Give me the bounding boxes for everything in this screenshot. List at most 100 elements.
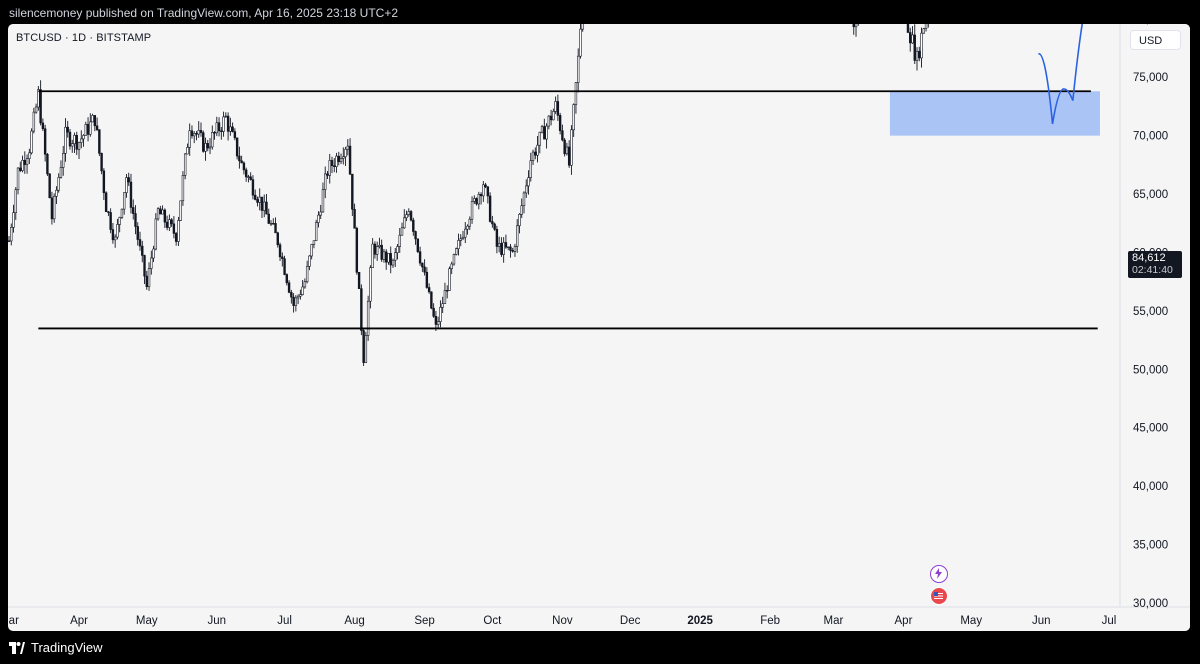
candle-58 — [138, 231, 142, 251]
candle-400 — [911, 26, 914, 44]
candle-82 — [193, 131, 196, 144]
candle-245 — [561, 124, 564, 142]
currency-button[interactable]: USD — [1130, 30, 1181, 50]
candle-166 — [382, 248, 386, 263]
candle-197 — [452, 253, 456, 266]
chart-frame[interactable]: 30,00035,00040,00045,00050,00055,00060,0… — [8, 24, 1190, 631]
candle-34 — [84, 121, 87, 136]
us-flag-event-icon[interactable] — [930, 587, 948, 605]
candle-375 — [854, 24, 858, 37]
candle-133 — [308, 255, 311, 271]
candle-108 — [251, 175, 255, 200]
candle-111 — [258, 188, 261, 211]
y-tick-label: 70,000 — [1133, 131, 1168, 143]
candle-135 — [312, 240, 316, 249]
candle-215 — [493, 222, 496, 231]
candle-147 — [339, 153, 343, 164]
x-tick-label: Jul — [1102, 615, 1117, 627]
candle-3 — [14, 187, 17, 220]
candle-5 — [19, 161, 22, 173]
candle-190 — [436, 316, 440, 329]
candle-78 — [183, 152, 187, 180]
candle-45 — [109, 208, 112, 234]
candle-187 — [430, 291, 433, 310]
candle-91 — [213, 131, 216, 140]
candle-106 — [247, 174, 250, 183]
x-tick-label: Jul — [277, 615, 292, 627]
candle-35 — [86, 117, 90, 142]
candle-148 — [342, 147, 345, 165]
candle-90 — [211, 125, 214, 150]
candle-202 — [464, 222, 467, 244]
candle-8 — [25, 154, 29, 174]
candle-212 — [486, 186, 490, 204]
candle-32 — [80, 130, 83, 149]
candle-163 — [375, 241, 379, 261]
candle-158 — [364, 331, 368, 363]
candle-220 — [504, 234, 508, 249]
x-tick-label: Dec — [620, 615, 641, 627]
candle-186 — [427, 283, 431, 294]
x-tick-label: 2025 — [687, 615, 713, 627]
price-axis-bg — [1120, 24, 1190, 631]
candle-56 — [134, 205, 137, 235]
candle-54 — [129, 173, 133, 214]
candle-44 — [107, 210, 110, 217]
candle-70 — [165, 215, 169, 231]
candle-206 — [473, 195, 476, 204]
candle-25 — [64, 118, 67, 162]
candle-225 — [516, 219, 519, 253]
candle-86 — [202, 130, 205, 153]
candle-204 — [468, 216, 471, 231]
candle-103 — [240, 155, 243, 164]
x-axis[interactable]: Mar Apr May Jun Jul Aug Sep Oct Nov Dec 2025 Feb Mar… — [8, 615, 1116, 627]
y-tick-label: 50,000 — [1133, 364, 1168, 376]
candle-199 — [457, 233, 460, 256]
last-price-value: 84,612 — [1132, 252, 1166, 264]
candle-175 — [403, 209, 406, 229]
candle-85 — [199, 122, 203, 137]
y-tick-label: 75,000 — [1133, 72, 1168, 84]
candle-141 — [326, 171, 329, 179]
candle-57 — [136, 222, 139, 246]
candle-140 — [324, 166, 327, 199]
lightning-event-icon[interactable] — [930, 565, 948, 583]
candle-240 — [549, 109, 553, 126]
x-tick-label: Feb — [760, 615, 780, 627]
tradingview-logo-icon — [9, 641, 25, 654]
candle-125 — [290, 289, 293, 304]
footer: TradingView — [0, 631, 1200, 664]
candle-241 — [552, 108, 555, 121]
candle-173 — [398, 228, 401, 253]
candle-170 — [391, 258, 395, 268]
candle-59 — [141, 240, 144, 263]
candle-143 — [330, 156, 334, 174]
x-tick-label: Sep — [414, 615, 434, 627]
candle-100 — [233, 128, 237, 141]
candle-14 — [39, 80, 42, 126]
candle-193 — [443, 282, 447, 304]
y-axis[interactable]: 30,00035,00040,00045,00050,00055,00060,0… — [1133, 24, 1175, 610]
candle-151 — [348, 138, 352, 176]
candle-250 — [572, 103, 575, 137]
candle-129 — [299, 289, 302, 300]
candle-214 — [491, 215, 494, 228]
candle-72 — [170, 218, 173, 227]
candle-38 — [93, 115, 97, 132]
candle-239 — [547, 115, 551, 130]
candle-122 — [283, 255, 286, 276]
candle-196 — [450, 261, 453, 275]
candle-210 — [482, 181, 485, 202]
candle-115 — [267, 208, 270, 224]
candle-252 — [576, 48, 580, 93]
candle-12 — [34, 103, 38, 114]
candle-112 — [260, 196, 264, 219]
candle-26 — [66, 120, 69, 138]
candle-46 — [111, 223, 115, 244]
chart-canvas[interactable]: 30,00035,00040,00045,00050,00055,00060,0… — [8, 24, 1190, 631]
candle-216 — [495, 225, 499, 254]
x-tick-label: May — [136, 615, 158, 627]
candle-105 — [244, 167, 248, 182]
symbol-label[interactable]: BTCUSD · 1D · BITSTAMP — [16, 32, 152, 44]
candle-146 — [337, 151, 340, 166]
